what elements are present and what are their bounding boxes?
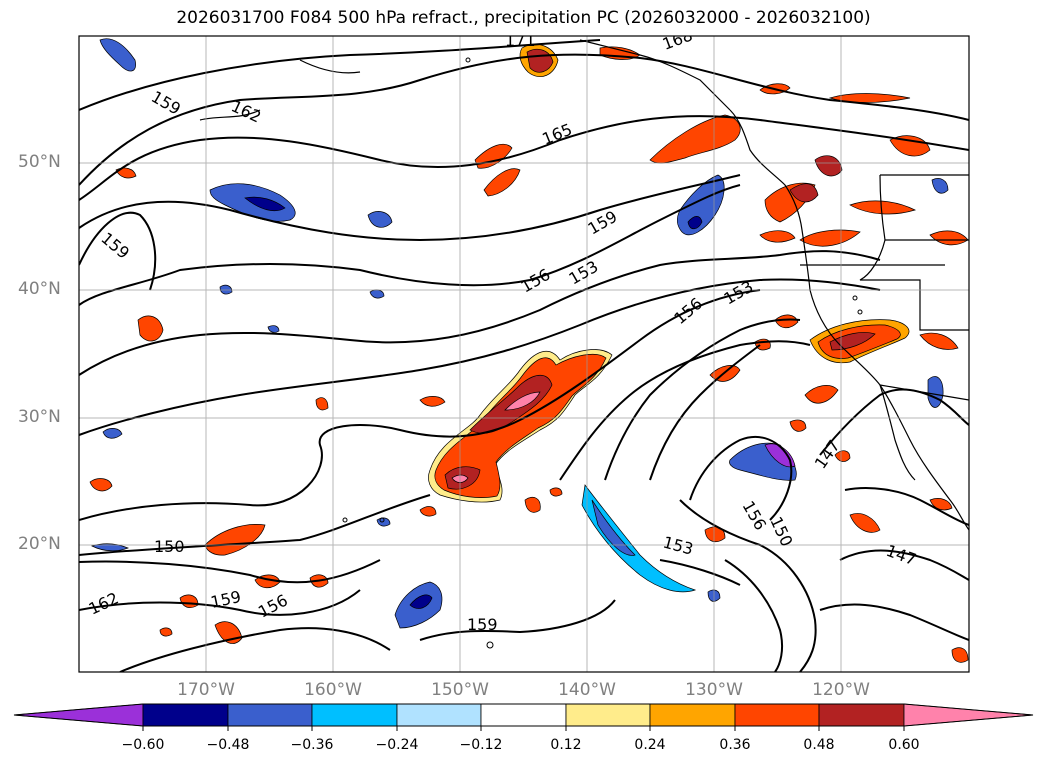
precip-negative-areas xyxy=(91,38,949,629)
colorbar-bin xyxy=(227,703,313,727)
colorbar-tick-label: −0.12 xyxy=(459,737,503,753)
longitude-label: 160°W xyxy=(304,680,362,700)
islands xyxy=(342,57,863,649)
colorbar-bin xyxy=(13,703,144,727)
latitude-label: 20°N xyxy=(18,534,61,554)
colorbar-bin xyxy=(142,703,229,727)
colorbar-tick-label: 0.36 xyxy=(719,737,751,753)
longitude-label: 170°W xyxy=(177,680,235,700)
longitude-label: 130°W xyxy=(685,680,743,700)
colorbar xyxy=(13,703,1034,731)
colorbar-bin xyxy=(311,703,398,727)
longitude-label: 140°W xyxy=(558,680,616,700)
gridlines xyxy=(79,36,969,672)
colorbar-bin xyxy=(565,703,651,727)
colorbar-tick-label: −0.24 xyxy=(375,737,419,753)
latitude-label: 50°N xyxy=(18,152,61,172)
colorbar-tick-label: 0.12 xyxy=(550,737,582,753)
colorbar-bin xyxy=(903,703,1034,727)
colorbar-bin xyxy=(818,703,905,727)
precip-positive-areas xyxy=(89,43,969,663)
colorbar-tick-label: −0.36 xyxy=(290,737,334,753)
colorbar-tick-label: 0.60 xyxy=(888,737,920,753)
longitude-label: 120°W xyxy=(812,680,870,700)
plot-frame xyxy=(78,35,970,673)
refractivity-contours xyxy=(79,39,969,672)
colorbar-bin xyxy=(734,703,820,727)
contour-label: 171 xyxy=(505,31,536,50)
latitude-label: 40°N xyxy=(18,279,61,299)
colorbar-tick-label: −0.60 xyxy=(121,737,165,753)
contour-label: 159 xyxy=(467,615,498,634)
colorbar-tick-label: 0.24 xyxy=(634,737,666,753)
contour-label: 150 xyxy=(154,537,185,556)
latitude-label: 30°N xyxy=(18,407,61,427)
colorbar-tick-label: 0.48 xyxy=(803,737,835,753)
colorbar-bin xyxy=(480,703,567,727)
colorbar-tick-label: −0.48 xyxy=(206,737,250,753)
colorbar-bin xyxy=(396,703,482,727)
map-title: 2026031700 F084 500 hPa refract., precip… xyxy=(176,8,871,28)
longitude-label: 150°W xyxy=(431,680,489,700)
colorbar-bin xyxy=(649,703,736,727)
